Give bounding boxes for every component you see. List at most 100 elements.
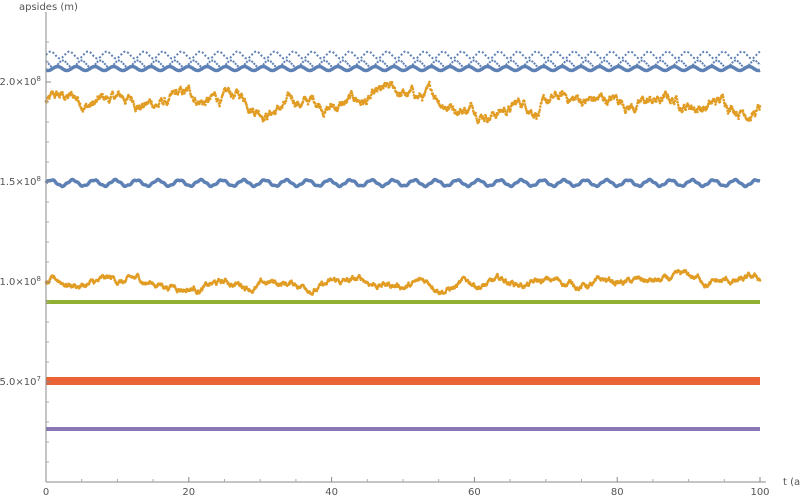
data-point (509, 108, 512, 111)
data-point (749, 118, 752, 122)
data-point (382, 84, 386, 88)
data-series-6 (46, 377, 760, 385)
data-point (453, 108, 457, 112)
data-point (469, 101, 473, 105)
data-point (280, 106, 284, 109)
data-point (257, 109, 260, 113)
data-point (70, 90, 73, 94)
data-point (227, 87, 231, 91)
data-point (444, 290, 448, 294)
y-axis-label: apsides (m) (19, 2, 78, 13)
data-point (725, 106, 729, 110)
data-point (222, 91, 225, 94)
data-point (322, 115, 326, 118)
data-point (676, 100, 679, 104)
data-point (207, 99, 210, 102)
data-point (504, 278, 508, 281)
data-point (375, 90, 379, 93)
data-point (390, 80, 394, 84)
data-point (489, 117, 492, 120)
data-point (714, 103, 717, 106)
data-point (187, 84, 191, 87)
data-point (667, 95, 670, 98)
data-point (174, 88, 178, 92)
data-point (407, 281, 410, 285)
data-point (478, 118, 481, 121)
data-point (163, 96, 166, 100)
data-point (496, 274, 500, 278)
data-point (505, 113, 509, 117)
data-point (624, 110, 628, 113)
data-point (381, 86, 385, 90)
data-point (266, 117, 269, 121)
data-point (319, 105, 322, 109)
data-point (252, 110, 255, 114)
data-point (195, 292, 199, 296)
data-point (239, 283, 243, 287)
data-point (474, 111, 477, 115)
data-point (648, 95, 652, 99)
data-point (359, 103, 363, 106)
data-point (521, 102, 524, 106)
data-point (447, 106, 451, 110)
data-point (737, 114, 741, 117)
data-point (462, 110, 465, 114)
data-point (484, 115, 488, 118)
data-point (391, 84, 394, 87)
data-point (696, 110, 699, 114)
data-point (311, 291, 315, 295)
data-point (243, 97, 247, 101)
data-point (303, 95, 307, 99)
data-point (228, 90, 232, 93)
data-point (117, 90, 120, 93)
data-point (609, 98, 613, 101)
data-point (696, 273, 700, 276)
data-point (725, 104, 728, 108)
data-point (58, 96, 61, 99)
data-point (523, 100, 526, 103)
data-point (463, 106, 466, 110)
data-point (574, 97, 577, 101)
data-point (496, 112, 500, 115)
data-point (358, 274, 361, 277)
data-point (260, 115, 264, 118)
data-point (722, 98, 726, 102)
data-point (749, 116, 753, 119)
data-point (559, 280, 562, 283)
data-point (470, 104, 474, 108)
data-point (718, 100, 722, 104)
data-point (657, 96, 660, 100)
data-point (717, 96, 720, 100)
data-point (490, 114, 493, 118)
data-point (701, 108, 705, 112)
data-point (325, 108, 329, 111)
data-point (109, 95, 113, 99)
data-point (167, 97, 171, 101)
data-point (538, 108, 542, 112)
data-point (530, 110, 533, 114)
data-point (607, 100, 610, 103)
data-point (687, 104, 690, 108)
data-point (49, 93, 52, 97)
data-point (285, 97, 288, 100)
data-point (651, 100, 655, 104)
data-point (236, 90, 240, 93)
data-point (508, 110, 512, 113)
data-point (251, 107, 255, 111)
data-point (681, 109, 684, 113)
data-point (315, 289, 319, 293)
series-line (45, 50, 761, 60)
data-point (511, 281, 515, 284)
data-point (393, 86, 397, 90)
data-point (52, 92, 55, 95)
data-point (534, 112, 537, 115)
data-point (434, 94, 437, 98)
data-point (240, 94, 244, 97)
data-point (254, 112, 257, 116)
data-point (645, 97, 649, 101)
data-point (323, 110, 327, 114)
data-point (564, 93, 568, 97)
x-tick-label: 0 (43, 487, 49, 496)
data-point (684, 108, 688, 112)
data-point (366, 99, 369, 102)
